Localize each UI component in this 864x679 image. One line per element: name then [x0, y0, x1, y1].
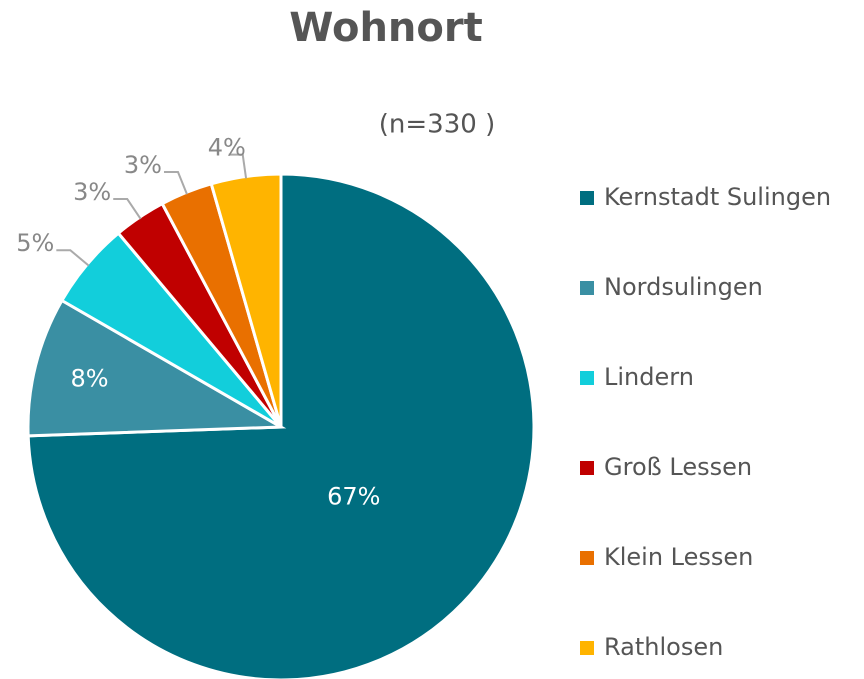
- legend-label: Nordsulingen: [604, 273, 763, 301]
- legend-label: Kernstadt Sulingen: [604, 183, 831, 211]
- legend-label: Klein Lessen: [604, 543, 753, 571]
- chart-title: Wohnort: [289, 5, 482, 51]
- legend-swatch: [580, 461, 594, 475]
- pie-slice: [26, 298, 287, 438]
- legend-label: Groß Lessen: [604, 453, 752, 481]
- legend-swatch: [580, 191, 594, 205]
- legend-swatch: [580, 641, 594, 655]
- leader-line: [228, 153, 248, 179]
- data-label: 4%: [208, 134, 246, 162]
- chart-subtitle: (n=330 ): [379, 110, 495, 140]
- data-label: 8%: [70, 364, 108, 392]
- data-label: 67%: [327, 482, 380, 510]
- leader-line: [56, 249, 90, 267]
- data-label: 3%: [124, 151, 162, 179]
- legend-label: Lindern: [604, 363, 694, 391]
- legend-swatch: [580, 551, 594, 565]
- legend-swatch: [580, 371, 594, 385]
- leader-line: [163, 171, 188, 195]
- data-label: 5%: [16, 229, 54, 257]
- legend-swatch: [580, 281, 594, 295]
- leader-line: [113, 198, 142, 220]
- legend-label: Rathlosen: [604, 633, 723, 661]
- data-label: 3%: [73, 178, 111, 206]
